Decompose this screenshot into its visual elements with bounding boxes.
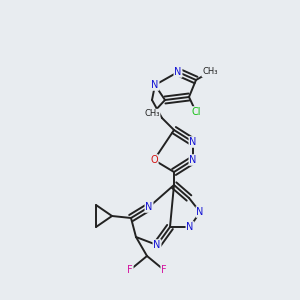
Text: CH₃: CH₃ <box>144 110 160 118</box>
Text: CH₃: CH₃ <box>202 68 218 76</box>
Text: F: F <box>127 265 133 275</box>
Text: N: N <box>189 155 197 165</box>
Text: N: N <box>151 80 159 90</box>
Text: N: N <box>145 202 153 212</box>
Text: O: O <box>150 155 158 165</box>
Text: N: N <box>196 207 204 217</box>
Text: N: N <box>153 240 161 250</box>
Text: N: N <box>189 137 197 147</box>
Text: F: F <box>161 265 167 275</box>
Text: N: N <box>186 222 194 232</box>
Text: N: N <box>174 67 182 77</box>
Text: Cl: Cl <box>191 107 201 117</box>
